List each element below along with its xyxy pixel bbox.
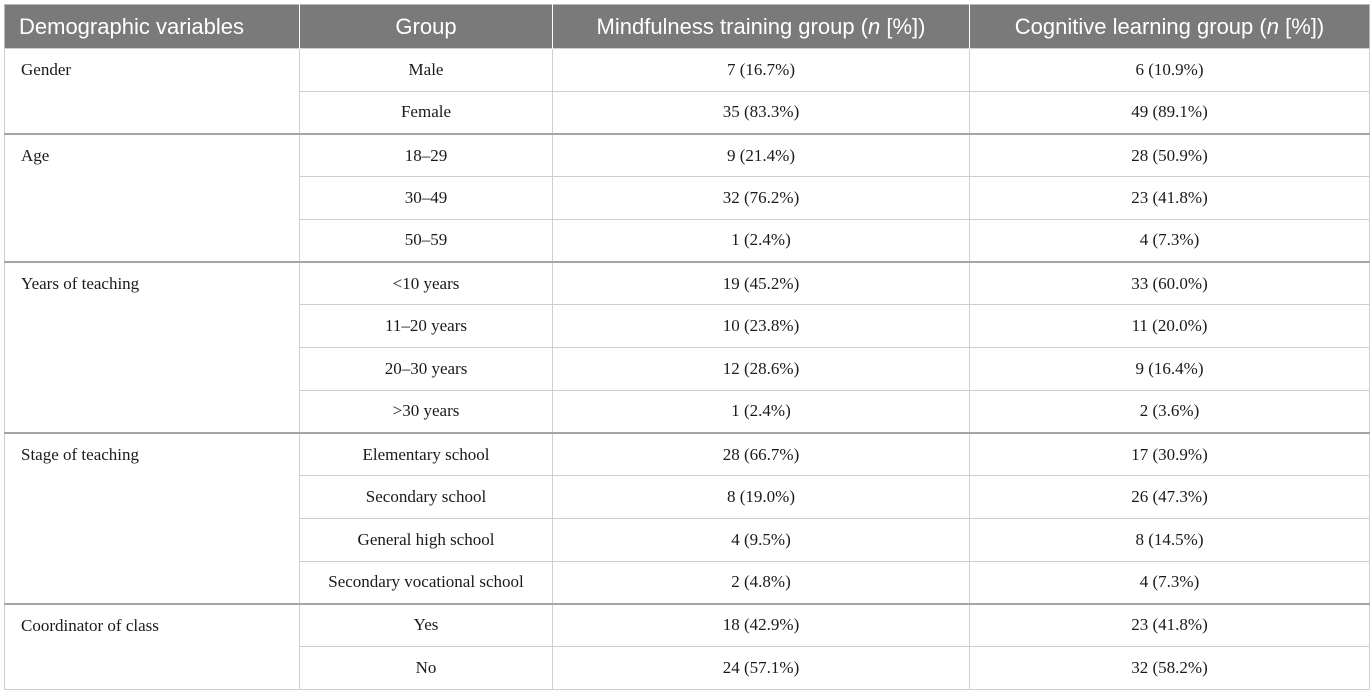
header-mindfulness: Mindfulness training group (n [%]) [552, 4, 970, 49]
cognitive-cell: 49 (89.1%) [969, 90, 1370, 135]
header-cognitive-suffix: [%]) [1278, 13, 1325, 39]
variable-cell: Stage of teaching [4, 431, 300, 605]
table-row: 20–30 years 12 (28.6%) 9 (16.4%) [5, 347, 1370, 391]
group-cell: 20–30 years [299, 347, 553, 391]
cognitive-cell: 32 (58.2%) [969, 646, 1370, 690]
table-row: Years of teaching <10 years 19 (45.2%) 33 (… [4, 261, 1370, 434]
table-body: Gender Male 7 (16.7%) 6 (10.9%) Female 35 (83… [4, 47, 1370, 690]
cognitive-cell: 8 (14.5%) [969, 517, 1370, 562]
header-cognitive-prefix: Cognitive learning group ( [1014, 13, 1267, 39]
mindfulness-cell: 7 (16.7%) [552, 48, 970, 92]
variable-cell: Coordinator of class [4, 602, 300, 690]
group-cell: General high school [299, 517, 553, 562]
group-cell: 11–20 years [299, 304, 553, 349]
cognitive-cell: 28 (50.9%) [969, 132, 1370, 178]
group-cell: 50–59 [299, 218, 553, 263]
cognitive-cell: 2 (3.6%) [969, 389, 1370, 434]
cognitive-cell: 17 (30.9%) [969, 431, 1370, 477]
demographics-table: Demographic variables Group Mindfulness … [4, 4, 1370, 690]
group-cell: No [299, 646, 553, 690]
mindfulness-cell: 9 (21.4%) [552, 132, 970, 178]
group-cell: Male [299, 48, 553, 92]
mindfulness-cell: 10 (23.8%) [552, 304, 970, 349]
table-row: Age 18–29 9 (21.4%) 28 (50.9%) [4, 132, 1370, 263]
table-row: Gender Male 7 (16.7%) 6 (10.9%) [4, 47, 1370, 135]
mindfulness-cell: 18 (42.9%) [552, 602, 970, 648]
cognitive-cell: 26 (47.3%) [969, 475, 1370, 519]
group-cell: >30 years [299, 389, 553, 434]
cognitive-cell: 4 (7.3%) [969, 218, 1370, 263]
mindfulness-cell: 1 (2.4%) [552, 218, 970, 263]
header-row: Demographic variables Group Mindfulness … [4, 4, 1370, 49]
group-cell: Yes [299, 602, 553, 648]
cognitive-cell: 9 (16.4%) [969, 347, 1370, 391]
mindfulness-cell: 24 (57.1%) [552, 646, 970, 690]
mindfulness-cell: 1 (2.4%) [552, 389, 970, 434]
cognitive-cell: 11 (20.0%) [969, 304, 1370, 349]
group-cell: Secondary school [299, 475, 553, 519]
table-row: 11–20 years 10 (23.8%) 11 (20.0%) [5, 304, 1370, 349]
cognitive-cell: 6 (10.9%) [969, 48, 1370, 92]
table-row: Stage of teaching Elementary school 28 (66… [4, 431, 1370, 605]
table-row: 30–49 32 (76.2%) 23 (41.8%) [5, 176, 1370, 220]
group-cell: Female [299, 90, 553, 135]
header-mindfulness-prefix: Mindfulness training group ( [596, 13, 868, 39]
header-group: Group [299, 4, 553, 49]
table-row: General high school 4 (9.5%) 8 (14.5%) [5, 517, 1370, 562]
cognitive-cell: 23 (41.8%) [969, 602, 1370, 648]
table-row: >30 years 1 (2.4%) 2 (3.6%) [5, 389, 1370, 434]
mindfulness-cell: 32 (76.2%) [552, 176, 970, 220]
mindfulness-cell: 12 (28.6%) [552, 347, 970, 391]
group-cell: Secondary vocational school [299, 560, 553, 605]
cognitive-cell: 23 (41.8%) [969, 176, 1370, 220]
table-row: Female 35 (83.3%) 49 (89.1%) [5, 90, 1370, 135]
table-row: Secondary school 8 (19.0%) 26 (47.3%) [5, 475, 1370, 519]
group-cell: <10 years [299, 261, 553, 306]
header-demographic-variables: Demographic variables [4, 4, 300, 49]
header-cognitive-n: n [1266, 13, 1279, 39]
header-mindfulness-suffix: [%]) [880, 13, 926, 39]
table-row: No 24 (57.1%) 32 (58.2%) [5, 646, 1370, 690]
table-row: Coordinator of class Yes 18 (42.9%) 23 (41.… [4, 602, 1370, 690]
mindfulness-cell: 35 (83.3%) [552, 90, 970, 135]
cognitive-cell: 4 (7.3%) [969, 560, 1370, 605]
group-cell: 18–29 [299, 132, 553, 178]
table-row: Secondary vocational school 2 (4.8%) 4 (7.… [5, 560, 1370, 605]
mindfulness-cell: 28 (66.7%) [552, 431, 970, 477]
table-row: 50–59 1 (2.4%) 4 (7.3%) [5, 218, 1370, 263]
mindfulness-cell: 4 (9.5%) [552, 517, 970, 562]
cognitive-cell: 33 (60.0%) [969, 261, 1370, 306]
header-mindfulness-n: n [868, 13, 881, 39]
header-cognitive: Cognitive learning group (n [%]) [969, 4, 1370, 49]
variable-cell: Years of teaching [4, 261, 300, 434]
mindfulness-cell: 19 (45.2%) [552, 261, 970, 306]
mindfulness-cell: 2 (4.8%) [552, 560, 970, 605]
mindfulness-cell: 8 (19.0%) [552, 475, 970, 519]
table-header: Demographic variables Group Mindfulness … [4, 4, 1370, 49]
variable-cell: Gender [4, 47, 300, 135]
group-cell: Elementary school [299, 431, 553, 477]
group-cell: 30–49 [299, 176, 553, 220]
variable-cell: Age [4, 132, 300, 263]
